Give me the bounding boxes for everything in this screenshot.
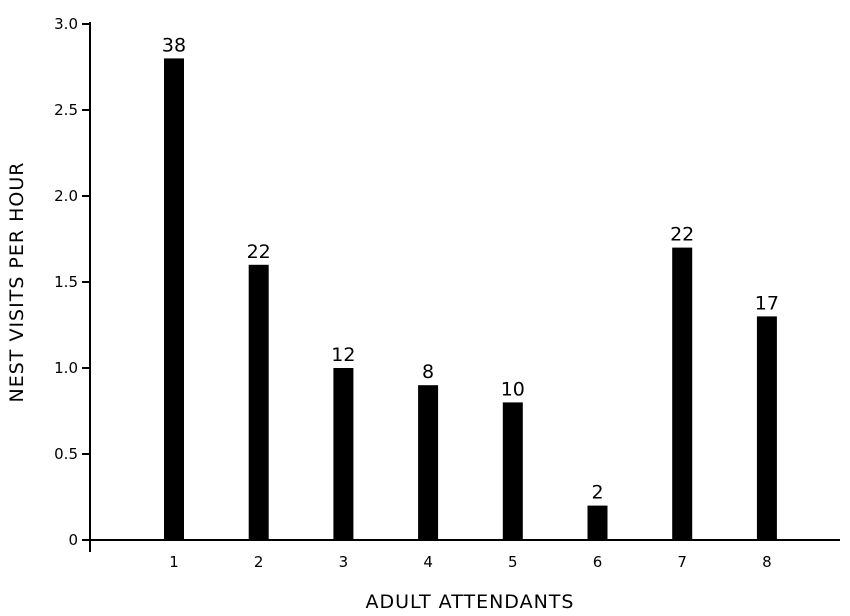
y-tick-label: 3.0: [54, 15, 78, 33]
x-tick-label: 6: [593, 553, 603, 571]
x-tick-label: 4: [423, 553, 433, 571]
y-tick-label: 2.0: [54, 187, 78, 205]
bar-value-label: 17: [755, 292, 779, 314]
y-tick-label: 1.0: [54, 359, 78, 377]
x-axis-title: ADULT ATTENDANTS: [366, 591, 575, 613]
x-tick-label: 7: [677, 553, 687, 571]
y-axis: 0 0.5 1.0 1.5 2.0 2.5 3.0: [54, 15, 91, 552]
bar: [164, 58, 184, 541]
x-tick-label: 2: [254, 553, 264, 571]
bar: [248, 264, 269, 540]
bar: [587, 505, 608, 540]
bar: [502, 402, 523, 540]
x-tick-label: 3: [339, 553, 349, 571]
x-tick-label: 1: [169, 553, 179, 571]
bar: [756, 316, 777, 540]
x-tick-label: 8: [762, 553, 772, 571]
x-tick-label: 5: [508, 553, 518, 571]
bar-value-label: 2: [591, 482, 603, 504]
y-tick-label: 1.5: [54, 273, 78, 291]
bar: [333, 368, 354, 540]
y-tick-label: 0: [68, 531, 78, 549]
bar-value-label: 8: [422, 361, 434, 383]
bar-value-label: 10: [501, 378, 525, 400]
bar-value-label: 12: [331, 344, 355, 366]
bar-value-label: 22: [670, 224, 694, 246]
bar: [418, 385, 439, 540]
y-tick-label: 2.5: [54, 101, 78, 119]
bar-value-label: 38: [162, 34, 186, 56]
x-axis: 1 2 3 4 5 6 7 8: [90, 539, 840, 571]
bar: [672, 247, 693, 540]
y-axis-title: NEST VISITS PER HOUR: [6, 162, 28, 403]
bar-value-label: 22: [247, 241, 271, 263]
y-tick-label: 0.5: [54, 445, 78, 463]
